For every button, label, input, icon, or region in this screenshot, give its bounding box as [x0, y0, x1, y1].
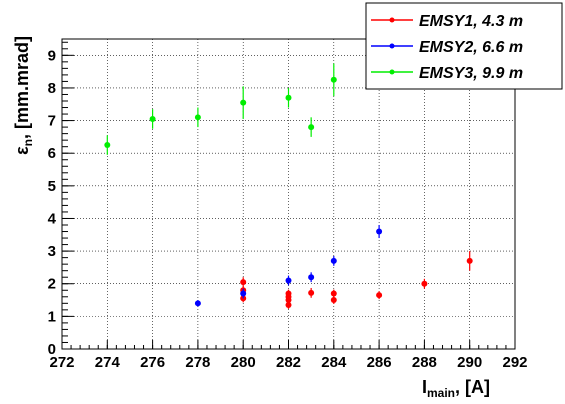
- data-point: [194, 300, 201, 307]
- legend-marker-emsy3: [389, 69, 395, 75]
- x-tick-label: 276: [140, 354, 165, 371]
- x-axis-title: Imain, [A]: [422, 377, 490, 400]
- x-tick-label: 272: [49, 354, 74, 371]
- data-point: [149, 115, 156, 122]
- data-point: [240, 99, 247, 106]
- series-emsy2: [194, 225, 383, 307]
- y-tick-label: 5: [48, 178, 56, 195]
- data-point: [240, 290, 247, 297]
- x-tick-label: 274: [95, 354, 121, 371]
- data-point: [330, 297, 337, 304]
- legend-marker-emsy2: [389, 43, 395, 49]
- data-point: [466, 257, 473, 264]
- x-tick-label: 290: [457, 354, 482, 371]
- y-tick-labels: 0 1 2 3 4 5 6 7 8 9: [48, 47, 57, 358]
- x-tick-label: 280: [231, 354, 256, 371]
- data-point: [285, 94, 292, 101]
- x-tick-label: 286: [367, 354, 392, 371]
- y-tick-label: 6: [48, 145, 56, 162]
- data-point: [240, 279, 247, 286]
- x-tick-label: 288: [412, 354, 437, 371]
- series-emsy3: [104, 63, 337, 155]
- data-points: [104, 63, 473, 309]
- y-tick-label: 3: [48, 243, 56, 260]
- y-tick-label: 4: [48, 210, 57, 227]
- legend-marker-emsy1: [389, 17, 395, 23]
- data-point: [285, 277, 292, 284]
- legend: EMSY1, 4.3 m EMSY2, 6.6 m EMSY3, 9.9 m: [365, 2, 563, 90]
- data-point: [308, 124, 315, 131]
- data-point: [330, 257, 337, 264]
- y-tick-label: 7: [48, 113, 56, 130]
- data-point: [194, 114, 201, 121]
- y-tick-label: 2: [48, 276, 56, 293]
- y-axis-title: εn, [mm.mrad]: [12, 36, 35, 155]
- axis-ticks: [61, 41, 516, 350]
- x-tick-label: 292: [502, 354, 527, 371]
- x-tick-label: 278: [185, 354, 210, 371]
- y-tick-label: 9: [48, 47, 56, 64]
- data-point: [376, 292, 383, 299]
- y-tick-label: 1: [48, 308, 56, 325]
- data-point: [285, 297, 292, 304]
- legend-label-emsy2: EMSY2, 6.6 m: [419, 39, 523, 56]
- data-point: [308, 289, 315, 296]
- legend-label-emsy3: EMSY3, 9.9 m: [419, 65, 523, 82]
- data-point: [376, 228, 383, 235]
- y-tick-label: 0: [48, 341, 56, 358]
- data-point: [330, 76, 337, 83]
- x-tick-label: 282: [276, 354, 301, 371]
- data-point: [421, 280, 428, 287]
- data-point: [330, 290, 337, 297]
- data-point: [308, 274, 315, 281]
- x-tick-label: 284: [321, 354, 347, 371]
- legend-label-emsy1: EMSY1, 4.3 m: [419, 13, 523, 30]
- x-tick-labels: 272 274 276 278 280 282 284 286 288 290 292: [49, 354, 527, 371]
- y-tick-label: 8: [48, 80, 56, 97]
- data-point: [104, 142, 111, 149]
- data-point: [285, 301, 292, 308]
